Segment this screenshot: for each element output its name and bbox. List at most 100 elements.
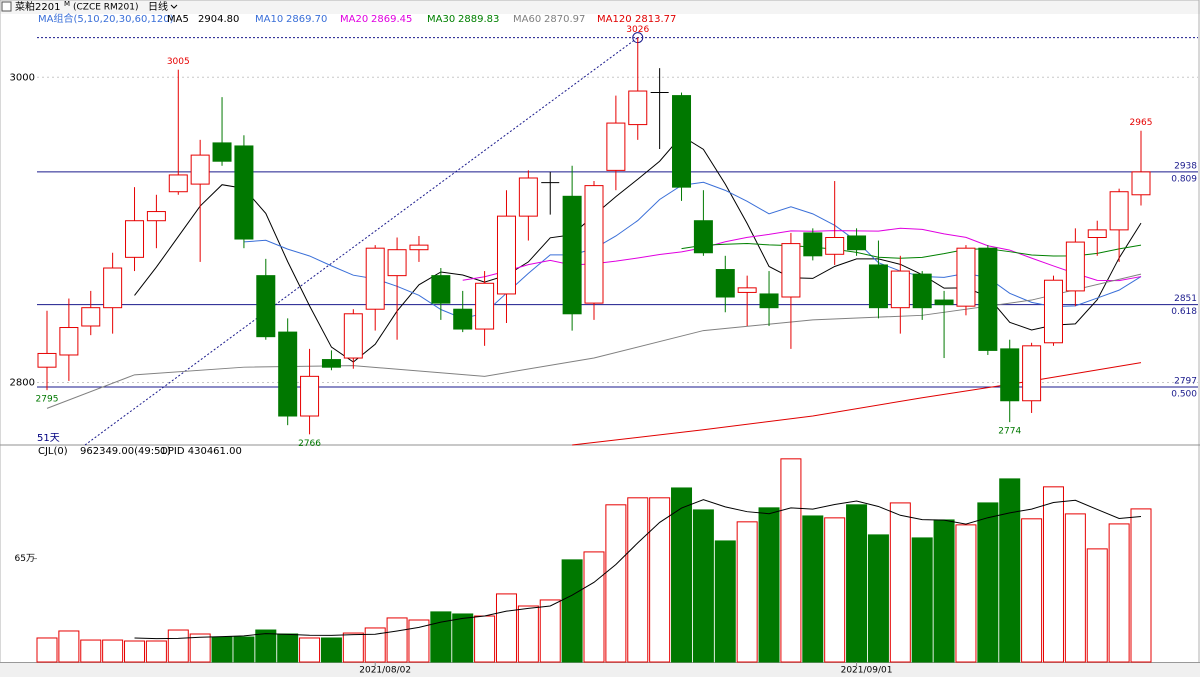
- candle-body: [365, 247, 385, 310]
- volume-bar: [627, 497, 649, 663]
- volume-bar: [342, 632, 364, 663]
- volume-bar: [255, 629, 277, 663]
- candle-body: [103, 267, 123, 309]
- volume-bar: [517, 605, 539, 663]
- candle-body: [475, 282, 495, 330]
- volume-bar: [824, 517, 846, 663]
- candle-body: [912, 273, 932, 309]
- candle-body: [234, 145, 254, 240]
- candle-body: [1022, 345, 1042, 402]
- ma-name: MA20: [340, 14, 368, 25]
- candle-body: [693, 220, 713, 254]
- volume-bar: [977, 502, 999, 663]
- date-bar: [0, 663, 1200, 677]
- candle-body: [59, 327, 79, 356]
- volume-bar: [299, 637, 321, 663]
- y-tick-label: 3000: [10, 72, 35, 83]
- candle-body: [1087, 229, 1107, 238]
- candle-body: [759, 293, 779, 309]
- trend-line: [84, 37, 639, 446]
- volume-bar: [846, 504, 868, 663]
- candle-body: [1109, 191, 1129, 231]
- volume-bar: [1108, 523, 1130, 663]
- candle-body: [146, 211, 166, 222]
- volume-bar: [736, 521, 758, 663]
- candle-body: [584, 185, 604, 304]
- volume-bar: [955, 524, 977, 663]
- volume-bar: [495, 593, 517, 663]
- volume-bar: [780, 458, 802, 663]
- ma-name: MA60: [513, 14, 541, 25]
- volume-bar: [211, 636, 233, 663]
- ma-group[interactable]: MA组合(5,10,20,30,60,120): [38, 12, 174, 25]
- menu-icon[interactable]: [1, 1, 12, 12]
- volume-bar: [933, 519, 955, 663]
- candle-body: [672, 95, 692, 188]
- fib-ratio: 0.500: [1171, 390, 1197, 400]
- ma-value: 2813.77: [635, 14, 676, 25]
- candle-body: [278, 331, 298, 417]
- fib-ratio: 0.809: [1171, 174, 1197, 184]
- period-arrow[interactable]: [170, 4, 178, 9]
- volume-bar: [277, 633, 299, 663]
- volume-bar: [320, 637, 342, 663]
- volume-bar: [124, 640, 146, 663]
- fib-price: 2851: [1174, 294, 1197, 304]
- y-tick-label: 2800: [10, 377, 35, 388]
- candle-body: [1065, 241, 1085, 292]
- candle-body: [781, 243, 801, 298]
- ma-line: [46, 273, 1142, 409]
- volume-bar: [430, 611, 452, 663]
- ma-value: 2904.80: [198, 14, 239, 25]
- candle-body: [496, 215, 516, 295]
- volume-bar: [145, 640, 167, 663]
- candle-body: [518, 177, 538, 217]
- candle-body: [125, 220, 145, 258]
- extreme-label: 3005: [167, 57, 190, 67]
- volume-bar: [605, 504, 627, 663]
- volume-bar: [561, 559, 583, 663]
- candle-body: [847, 235, 867, 251]
- volume-header: 962349.00(49:51): [80, 446, 171, 457]
- candle-body: [409, 244, 429, 251]
- fib-ratio: 0.618: [1171, 307, 1197, 317]
- period[interactable]: 日线: [148, 0, 168, 13]
- date-label: 2021/08/02: [359, 666, 411, 676]
- volume-bar: [167, 629, 189, 663]
- volume-bar: [36, 637, 58, 663]
- ma-value: 2889.83: [458, 14, 499, 25]
- extreme-label: 3026: [626, 25, 649, 35]
- volume-bar: [867, 534, 889, 663]
- ma-value: 2869.70: [286, 14, 327, 25]
- symbol-mark: M: [64, 0, 70, 8]
- volume-bar: [386, 617, 408, 663]
- symbol: 菜粕2201: [15, 0, 60, 13]
- candle-body: [562, 195, 582, 315]
- volume-bar: [1021, 518, 1043, 663]
- candle-body: [37, 352, 57, 368]
- candle-body: [715, 269, 735, 298]
- candle-body: [431, 275, 451, 304]
- candle-body: [1000, 348, 1020, 402]
- ma-name: MA30: [427, 14, 455, 25]
- candle-body: [628, 90, 648, 126]
- volume-header: CJL(0): [38, 446, 68, 457]
- fib-price: 2938: [1174, 161, 1197, 171]
- volume-bar: [1130, 508, 1152, 663]
- candle-body: [803, 232, 823, 257]
- volume-bar: [583, 551, 605, 663]
- volume-bar: [1064, 513, 1086, 663]
- volume-bar: [102, 639, 124, 663]
- candle-body: [868, 264, 888, 309]
- volume-bar: [649, 497, 671, 663]
- ma-name: MA120: [597, 14, 632, 25]
- date-label: 2021/09/01: [841, 666, 893, 676]
- ma-name: MA10: [255, 14, 283, 25]
- candle-body: [387, 249, 407, 277]
- candle-body: [1131, 171, 1151, 196]
- volume-header: OPID 430461.00: [160, 446, 242, 457]
- volume-bar: [714, 540, 736, 663]
- volume-bar: [1086, 548, 1108, 663]
- extreme-label: 2774: [998, 427, 1021, 437]
- candle-body: [321, 359, 341, 368]
